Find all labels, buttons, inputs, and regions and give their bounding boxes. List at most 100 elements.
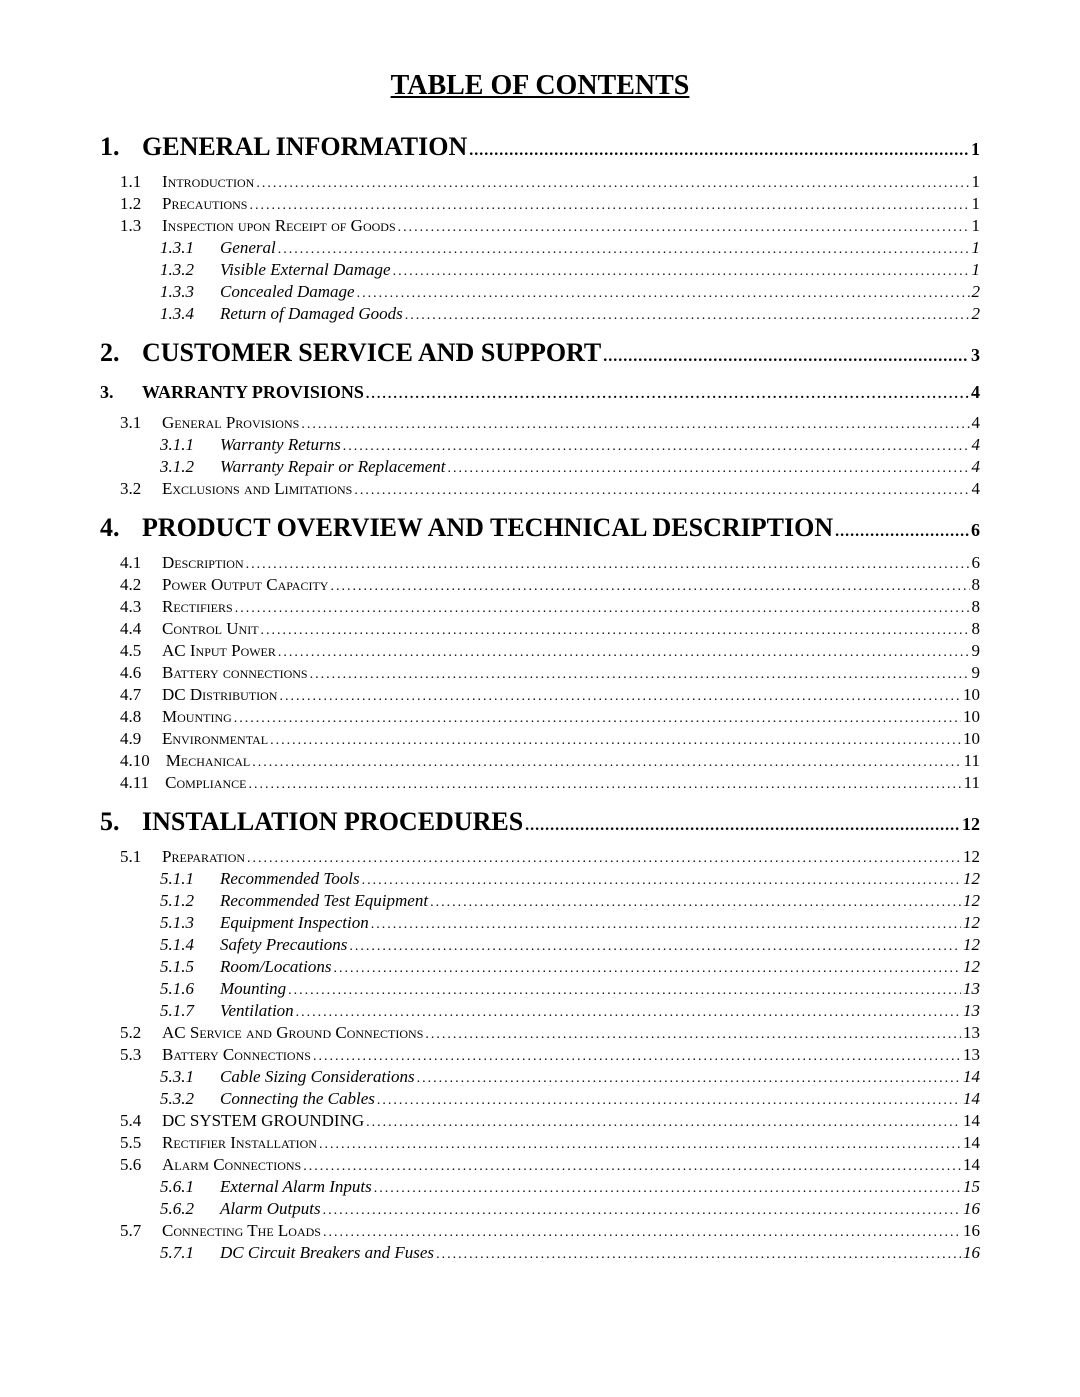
toc-entry-number: 4.	[100, 513, 142, 543]
toc-leader-dots: ........................................…	[403, 308, 970, 324]
toc-entry-number: 4.8	[120, 707, 162, 727]
toc-leader-dots: ........................................…	[434, 1247, 961, 1263]
toc-entry-title: Recommended Tools	[220, 869, 360, 889]
toc-entry: 4.PRODUCT OVERVIEW AND TECHNICAL DESCRIP…	[100, 513, 980, 543]
toc-entry-page: 13	[961, 1001, 980, 1021]
toc-leader-dots: ........................................…	[391, 264, 970, 280]
toc-leader-dots: ........................................…	[833, 523, 969, 541]
toc-entry: 5.1.7Ventilation........................…	[160, 1001, 980, 1021]
toc-entry-title: General Provisions	[162, 413, 299, 433]
toc-entry-title: Compliance	[165, 773, 246, 793]
toc-entry-title: Exclusions and Limitations	[162, 479, 352, 499]
toc-entry-page: 1	[970, 194, 981, 214]
toc-entry-page: 13	[961, 1045, 980, 1065]
toc-entry-number: 5.2	[120, 1023, 162, 1043]
toc-leader-dots: ........................................…	[250, 755, 961, 771]
toc-entry-page: 10	[961, 685, 980, 705]
toc-entry-page: 13	[961, 1023, 980, 1043]
toc-entry-title: Equipment Inspection	[220, 913, 369, 933]
toc-entry: 1.2Precautions..........................…	[120, 194, 980, 214]
toc-entry: 4.11Compliance..........................…	[120, 773, 980, 793]
toc-entry-number: 5.1	[120, 847, 162, 867]
toc-entry-page: 1	[970, 172, 981, 192]
toc-entry: 3.WARRANTY PROVISIONS...................…	[100, 382, 980, 403]
toc-leader-dots: ........................................…	[352, 483, 969, 499]
toc-entry-number: 1.3.4	[160, 304, 220, 324]
toc-leader-dots: ........................................…	[364, 1115, 961, 1131]
toc-entry-page: 14	[961, 1155, 980, 1175]
toc-entry-title: AC Service and Ground Connections	[162, 1023, 423, 1043]
toc-entry: 3.2Exclusions and Limitations...........…	[120, 479, 980, 499]
toc-entry-title: Cable Sizing Considerations	[220, 1067, 415, 1087]
toc-entry-page: 4	[970, 413, 981, 433]
toc-entry-page: 14	[961, 1111, 980, 1131]
toc-entry-number: 5.6	[120, 1155, 162, 1175]
toc-entry-title: CUSTOMER SERVICE AND SUPPORT	[142, 338, 601, 368]
toc-entry-number: 4.4	[120, 619, 162, 639]
toc-leader-dots: ........................................…	[360, 873, 961, 889]
toc-entry-number: 5.7.1	[160, 1243, 220, 1263]
toc-entry-number: 1.1	[120, 172, 162, 192]
toc-entry-title: Preparation	[162, 847, 245, 867]
toc-leader-dots: ........................................…	[232, 711, 961, 727]
toc-entry-title: Precautions	[162, 194, 247, 214]
toc-entry-page: 16	[961, 1199, 980, 1219]
toc-leader-dots: ........................................…	[423, 1027, 961, 1043]
toc-entry-title: Inspection upon Receipt of Goods	[162, 216, 396, 236]
toc-entry: 4.10Mechanical..........................…	[120, 751, 980, 771]
toc-leader-dots: ........................................…	[277, 689, 961, 705]
toc-entry-page: 3	[969, 345, 980, 366]
toc-leader-dots: ........................................…	[244, 557, 970, 573]
toc-entry-title: Alarm Outputs	[220, 1199, 321, 1219]
toc-entry: 5.5Rectifier Installation...............…	[120, 1133, 980, 1153]
toc-entry-number: 4.7	[120, 685, 162, 705]
toc-entry-number: 3.1	[120, 413, 162, 433]
toc-entry-title: Rectifier Installation	[162, 1133, 317, 1153]
toc-entry-title: Concealed Damage	[220, 282, 355, 302]
toc-leader-dots: ........................................…	[341, 439, 970, 455]
toc-entry: 4.6Battery connections..................…	[120, 663, 980, 683]
toc-leader-dots: ........................................…	[331, 961, 961, 977]
toc-entry-number: 4.2	[120, 575, 162, 595]
toc-entry-page: 12	[961, 913, 980, 933]
toc-leader-dots: ........................................…	[254, 176, 969, 192]
toc-entry-number: 5.1.1	[160, 869, 220, 889]
toc-leader-dots: ........................................…	[246, 777, 961, 793]
toc-entry-page: 12	[961, 847, 980, 867]
toc-entry-page: 8	[970, 597, 981, 617]
toc-entry: 5.3.1Cable Sizing Considerations........…	[160, 1067, 980, 1087]
toc-entry-page: 1	[970, 238, 981, 258]
toc-entry-page: 6	[970, 553, 981, 573]
toc-entry-page: 12	[960, 814, 980, 835]
toc-entry-title: DC Circuit Breakers and Fuses	[220, 1243, 434, 1263]
toc-leader-dots: ........................................…	[286, 983, 961, 999]
toc-entry-page: 15	[961, 1177, 980, 1197]
toc-leader-dots: ........................................…	[428, 895, 961, 911]
toc-leader-dots: ........................................…	[369, 917, 961, 933]
toc-entry-page: 4	[970, 479, 981, 499]
toc-leader-dots: ........................................…	[247, 198, 969, 214]
toc-entry-title: INSTALLATION PROCEDURES	[142, 807, 523, 837]
toc-leader-dots: ........................................…	[446, 461, 970, 477]
toc-leader-dots: ........................................…	[245, 851, 961, 867]
toc-entry: 4.2Power Output Capacity................…	[120, 575, 980, 595]
toc-entry-number: 5.3.1	[160, 1067, 220, 1087]
toc-entry-title: Safety Precautions	[220, 935, 347, 955]
toc-entry-number: 1.	[100, 132, 142, 162]
toc-leader-dots: ........................................…	[523, 817, 960, 835]
toc-entry-title: Rectifiers	[162, 597, 233, 617]
toc-entry: 4.7DC Distribution......................…	[120, 685, 980, 705]
toc-entry-page: 13	[961, 979, 980, 999]
toc-entry-title: Control Unit	[162, 619, 259, 639]
toc-entry-page: 10	[961, 707, 980, 727]
toc-leader-dots: ........................................…	[276, 242, 970, 258]
toc-entry-number: 5.1.4	[160, 935, 220, 955]
toc-entry-page: 2	[970, 304, 981, 324]
toc-entry: 5.6.2Alarm Outputs......................…	[160, 1199, 980, 1219]
toc-entry: 3.1General Provisions...................…	[120, 413, 980, 433]
toc-leader-dots: ........................................…	[276, 645, 970, 661]
toc-entry: 5.1.1Recommended Tools..................…	[160, 869, 980, 889]
toc-entry: 5.3Battery Connections..................…	[120, 1045, 980, 1065]
toc-entry-number: 5.3	[120, 1045, 162, 1065]
toc-entry: 3.1.1Warranty Returns...................…	[160, 435, 980, 455]
